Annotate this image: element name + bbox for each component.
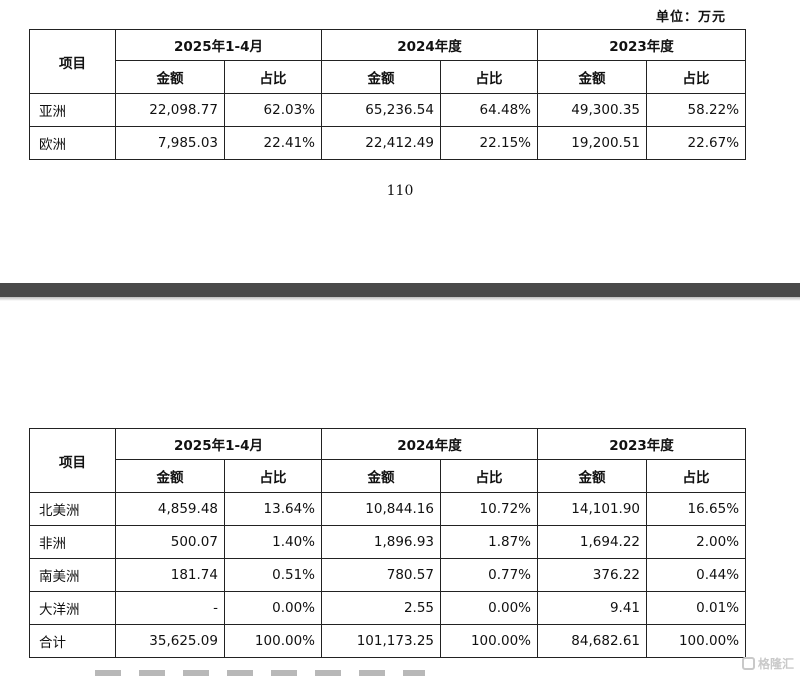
region-revenue-table-bottom: 项目 2025年1-4月 2024年度 2023年度 金额 占比 金额 占比 金… <box>29 428 747 658</box>
share-cell: 1.87% <box>439 525 539 559</box>
watermark-text: 格隆汇 <box>757 657 794 671</box>
share-header: 占比 <box>439 60 539 94</box>
share-cell: 1.40% <box>224 525 322 559</box>
period-header: 2023年度 <box>537 29 747 61</box>
share-cell: 0.51% <box>224 558 322 592</box>
share-cell: 64.48% <box>439 93 539 127</box>
share-header: 占比 <box>224 459 322 493</box>
amount-header: 金额 <box>115 459 225 493</box>
amount-cell: 10,844.16 <box>321 492 441 526</box>
row-label: 合计 <box>29 624 116 658</box>
amount-cell: 35,625.09 <box>115 624 225 658</box>
amount-cell: - <box>115 591 225 625</box>
item-header: 项目 <box>29 428 116 493</box>
period-header: 2023年度 <box>537 428 747 460</box>
period-header: 2024年度 <box>320 428 539 460</box>
amount-cell: 500.07 <box>115 525 225 559</box>
share-cell: 22.41% <box>224 126 322 160</box>
table-row: 非洲 500.07 1.40% 1,896.93 1.87% 1,694.22 … <box>29 525 747 559</box>
table-row: 亚洲 22,098.77 62.03% 65,236.54 64.48% 49,… <box>29 93 747 127</box>
amount-cell: 4,859.48 <box>115 492 225 526</box>
table-row: 大洋洲 - 0.00% 2.55 0.00% 9.41 0.01% <box>29 591 747 625</box>
amount-header: 金额 <box>115 60 225 94</box>
period-header: 2024年度 <box>320 29 539 61</box>
share-header: 占比 <box>646 60 747 94</box>
share-cell: 0.00% <box>439 591 539 625</box>
watermark: 格隆汇 <box>741 655 794 672</box>
amount-cell: 19,200.51 <box>537 126 648 160</box>
share-cell: 0.44% <box>646 558 747 592</box>
amount-header: 金额 <box>537 459 648 493</box>
amount-cell: 7,985.03 <box>115 126 225 160</box>
share-cell: 10.72% <box>439 492 539 526</box>
row-label: 南美洲 <box>29 558 116 592</box>
amount-cell: 376.22 <box>537 558 648 592</box>
share-cell: 22.67% <box>646 126 747 160</box>
table-row: 北美洲 4,859.48 13.64% 10,844.16 10.72% 14,… <box>29 492 747 526</box>
amount-header: 金额 <box>537 60 648 94</box>
page-number: 110 <box>386 183 414 199</box>
share-cell: 100.00% <box>646 624 747 658</box>
amount-header: 金额 <box>321 60 441 94</box>
row-label: 非洲 <box>29 525 116 559</box>
table-row: 欧洲 7,985.03 22.41% 22,412.49 22.15% 19,2… <box>29 126 747 160</box>
amount-cell: 14,101.90 <box>537 492 648 526</box>
share-header: 占比 <box>439 459 539 493</box>
amount-cell: 65,236.54 <box>321 93 441 127</box>
region-revenue-table-top: 项目 2025年1-4月 2024年度 2023年度 金额 占比 金额 占比 金… <box>29 29 747 160</box>
share-cell: 22.15% <box>439 126 539 160</box>
row-label: 亚洲 <box>29 93 116 127</box>
share-cell: 2.00% <box>646 525 747 559</box>
table-row-total: 合计 35,625.09 100.00% 101,173.25 100.00% … <box>29 624 747 658</box>
amount-cell: 84,682.61 <box>537 624 648 658</box>
amount-cell: 101,173.25 <box>321 624 441 658</box>
amount-cell: 780.57 <box>321 558 441 592</box>
share-cell: 100.00% <box>439 624 539 658</box>
page-break-shadow <box>0 297 800 301</box>
share-cell: 62.03% <box>224 93 322 127</box>
amount-cell: 9.41 <box>537 591 648 625</box>
amount-cell: 2.55 <box>321 591 441 625</box>
table-row: 南美洲 181.74 0.51% 780.57 0.77% 376.22 0.4… <box>29 558 747 592</box>
share-cell: 0.01% <box>646 591 747 625</box>
share-header: 占比 <box>224 60 322 94</box>
item-header: 项目 <box>29 29 116 94</box>
share-cell: 13.64% <box>224 492 322 526</box>
amount-header: 金额 <box>321 459 441 493</box>
amount-cell: 22,098.77 <box>115 93 225 127</box>
cropped-text-line <box>95 670 425 676</box>
share-cell: 100.00% <box>224 624 322 658</box>
share-header: 占比 <box>646 459 747 493</box>
amount-cell: 1,694.22 <box>537 525 648 559</box>
amount-cell: 22,412.49 <box>321 126 441 160</box>
row-label: 大洋洲 <box>29 591 116 625</box>
share-cell: 0.00% <box>224 591 322 625</box>
amount-cell: 49,300.35 <box>537 93 648 127</box>
row-label: 欧洲 <box>29 126 116 160</box>
amount-cell: 181.74 <box>115 558 225 592</box>
share-cell: 16.65% <box>646 492 747 526</box>
period-header: 2025年1-4月 <box>115 428 322 460</box>
share-cell: 58.22% <box>646 93 747 127</box>
period-header: 2025年1-4月 <box>115 29 322 61</box>
page-break-divider <box>0 283 800 297</box>
amount-cell: 1,896.93 <box>321 525 441 559</box>
unit-label: 单位：万元 <box>655 10 726 25</box>
watermark-logo-icon <box>741 657 755 670</box>
share-cell: 0.77% <box>439 558 539 592</box>
row-label: 北美洲 <box>29 492 116 526</box>
